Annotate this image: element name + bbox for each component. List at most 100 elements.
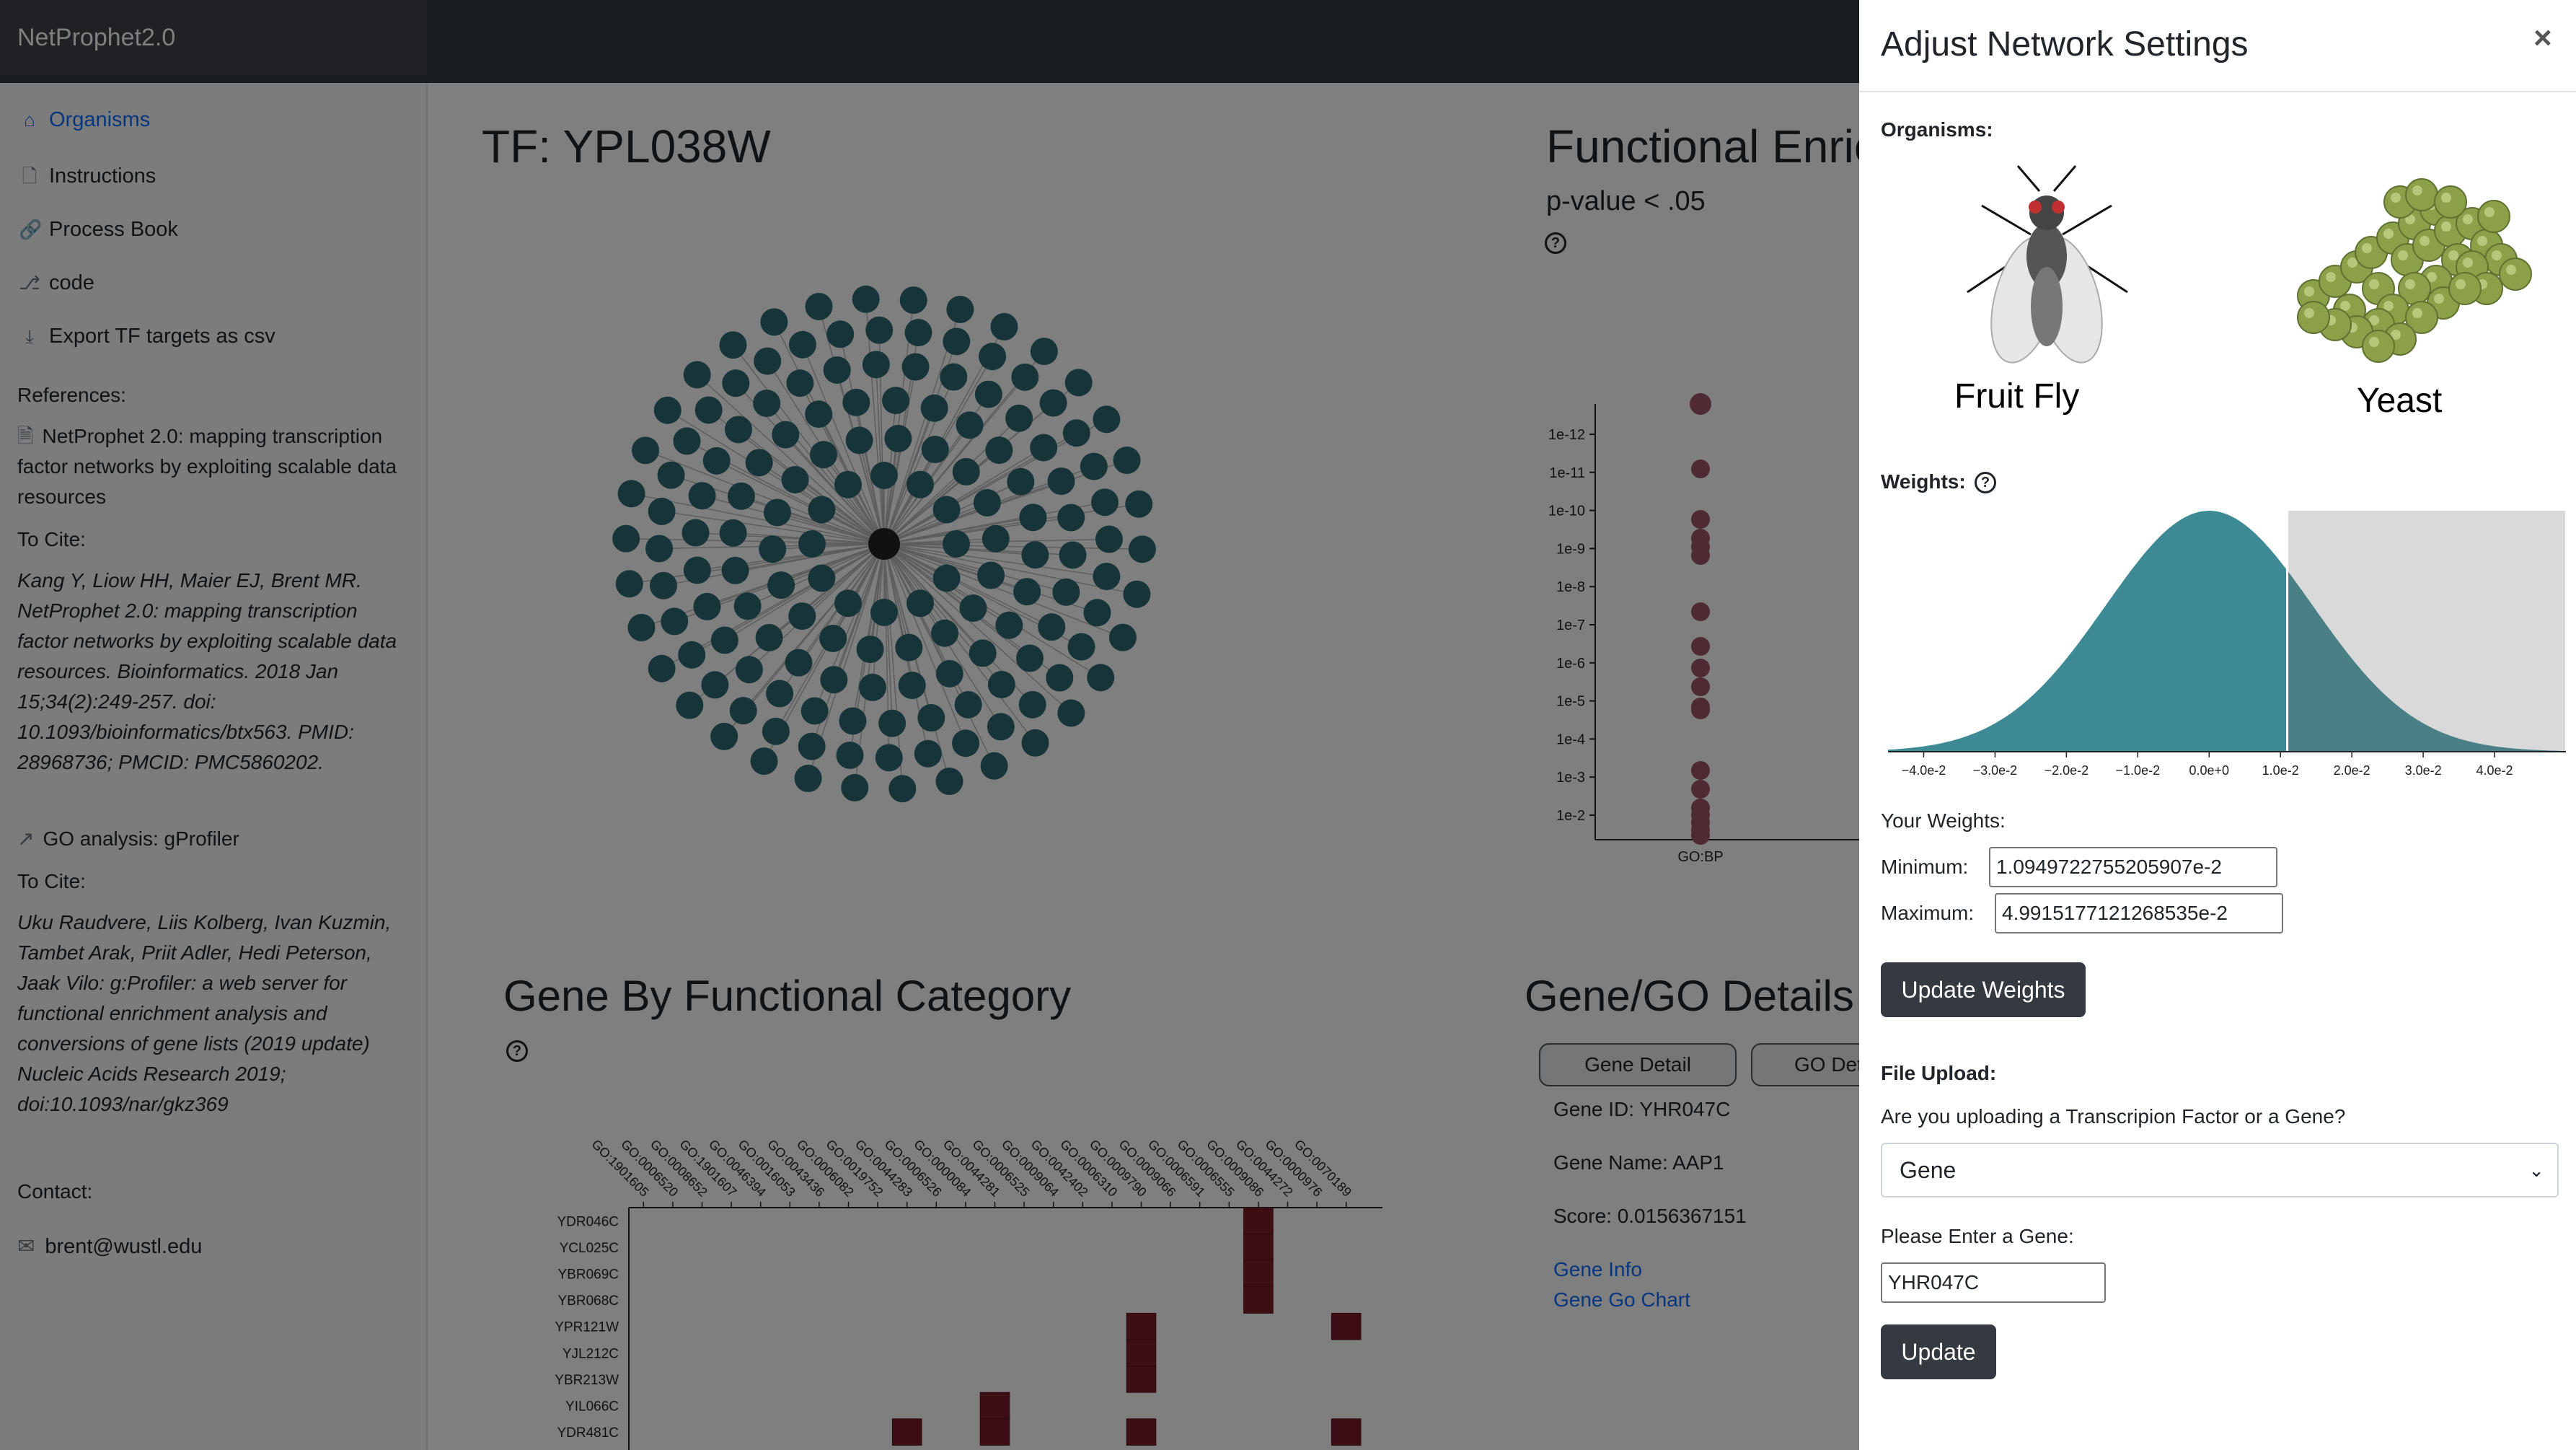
enrichment-point xyxy=(1691,546,1710,565)
network-node xyxy=(1030,434,1058,462)
sidebar-item-code[interactable]: ⎇ code xyxy=(19,271,94,295)
network-node xyxy=(750,747,778,775)
sidebar-item-instructions[interactable]: 🗋 Instructions xyxy=(19,163,156,195)
update-weights-button[interactable]: Update Weights xyxy=(1881,962,2086,1017)
enrichment-point xyxy=(1691,700,1710,719)
settings-panel: Adjust Network Settings × Organisms: Fru… xyxy=(1859,0,2576,1450)
navbar-brand[interactable]: NetProphet2.0 xyxy=(0,0,427,75)
network-node xyxy=(745,449,773,477)
network-node xyxy=(974,380,1002,408)
weights-tick-label: −3.0e-2 xyxy=(1973,763,2018,778)
network-node xyxy=(952,729,980,757)
network-node xyxy=(852,285,880,313)
network-node xyxy=(733,592,762,620)
network-node xyxy=(721,556,749,584)
network-node xyxy=(954,690,982,719)
organism-fruit-fly-label[interactable]: Fruit Fly xyxy=(1954,377,2080,416)
weights-curve xyxy=(1888,511,2566,752)
enrichment-ytick-label: 1e-2 xyxy=(1556,808,1585,824)
upload-type-question: Are you uploading a Transcripion Factor … xyxy=(1881,1105,2346,1128)
yeast-icon[interactable] xyxy=(2270,173,2537,375)
tab-gene-detail[interactable]: Gene Detail xyxy=(1539,1043,1737,1086)
network-node xyxy=(1113,447,1141,475)
weights-tick-label: 4.0e-2 xyxy=(2476,763,2513,778)
weights-help-icon[interactable]: ? xyxy=(1975,472,1996,493)
network-node xyxy=(979,343,1007,371)
weights-tick-label: −4.0e-2 xyxy=(1902,763,1946,778)
update-button[interactable]: Update xyxy=(1881,1324,1996,1379)
network-node xyxy=(819,624,847,652)
network-node xyxy=(683,556,711,584)
network-node xyxy=(710,722,738,750)
organisms-label: Organisms: xyxy=(1881,118,1993,141)
network-node xyxy=(617,480,645,508)
close-icon[interactable]: × xyxy=(2533,20,2552,56)
network-node xyxy=(1064,369,1093,397)
network-node xyxy=(826,320,855,348)
network-node xyxy=(805,400,833,429)
network-node xyxy=(987,713,1015,741)
file-icon: 🗋 xyxy=(22,165,38,187)
network-node xyxy=(952,457,980,485)
contact-heading: Contact: xyxy=(17,1180,93,1203)
minimum-weight-input[interactable] xyxy=(1989,847,2277,887)
network-node xyxy=(862,351,890,379)
upload-type-select[interactable]: Gene ⌄ xyxy=(1881,1143,2559,1198)
network-node xyxy=(888,775,917,803)
home-icon: ⌂ xyxy=(24,109,35,131)
sidebar-item-export-tf-targets-as-csv[interactable]: ⤓ Export TF targets as csv xyxy=(19,325,275,348)
network-node xyxy=(1095,525,1123,553)
network-node xyxy=(940,363,968,391)
network-node xyxy=(615,570,643,598)
enrichment-ytick-label: 1e-3 xyxy=(1556,770,1585,786)
network-node xyxy=(878,709,907,737)
network-node xyxy=(810,441,838,469)
network-node xyxy=(1093,563,1121,591)
contact-email[interactable]: ✉ brent@wustl.edu xyxy=(17,1235,203,1258)
gene-input[interactable] xyxy=(1881,1262,2106,1303)
gene-info-link[interactable]: Gene Info xyxy=(1553,1258,1642,1280)
network-node xyxy=(673,427,701,455)
enrichment-help-icon[interactable]: ? xyxy=(1545,232,1566,254)
network-node xyxy=(788,602,816,630)
network-node xyxy=(1039,389,1067,417)
network-node xyxy=(766,680,794,708)
maximum-weight-input[interactable] xyxy=(1995,893,2283,933)
weights-tick-label: −2.0e-2 xyxy=(2045,763,2089,778)
weights-distribution-chart[interactable]: −4.0e-2 −3.0e-2 −2.0e-2 −1.0e-2 0.0e+0 1.0e-2… xyxy=(1859,498,2576,801)
to-cite-label-2: To Cite: xyxy=(17,870,86,892)
fruit-fly-icon[interactable] xyxy=(1938,162,2155,372)
network-node xyxy=(943,328,971,356)
heatmap-help-icon[interactable]: ? xyxy=(506,1040,528,1062)
network-node xyxy=(839,707,867,735)
heatmap-title: Gene By Functional Category xyxy=(503,972,1072,1020)
reference-netprophet[interactable]: 🗎 NetProphet 2.0: mapping transcription f… xyxy=(17,425,397,508)
network-node xyxy=(1059,541,1087,569)
network-node xyxy=(722,369,750,397)
network-node xyxy=(959,594,987,623)
network-node xyxy=(702,447,731,475)
network-node xyxy=(882,387,910,415)
network-node xyxy=(884,424,912,452)
network-node xyxy=(1013,578,1041,606)
network-node xyxy=(1057,699,1085,727)
network-node xyxy=(899,286,927,315)
network-node xyxy=(858,673,886,701)
heatmap-row-label: YIL066C xyxy=(565,1400,619,1415)
network-node xyxy=(688,482,716,510)
network-node xyxy=(932,564,961,592)
heatmap-row-label: YDR046C xyxy=(557,1214,619,1229)
sidebar-item-process-book[interactable]: 🔗 Process Book xyxy=(19,218,178,242)
sidebar-item-organisms[interactable]: ⌂ Organisms xyxy=(19,108,150,132)
weights-tick-label: 2.0e-2 xyxy=(2334,763,2370,778)
network-node xyxy=(701,671,729,699)
network-node xyxy=(907,470,934,498)
reference-gprofiler[interactable]: ↗ GO analysis: gProfiler xyxy=(17,827,239,850)
gene-go-chart-link[interactable]: Gene Go Chart xyxy=(1553,1288,1690,1311)
heatmap-cell xyxy=(1126,1418,1157,1446)
network-node xyxy=(1047,467,1075,496)
organism-yeast-label[interactable]: Yeast xyxy=(2357,382,2443,420)
sidebar-item-label: Instructions xyxy=(49,164,156,188)
network-node xyxy=(969,639,997,667)
sidebar-item-label: Process Book xyxy=(49,218,178,241)
